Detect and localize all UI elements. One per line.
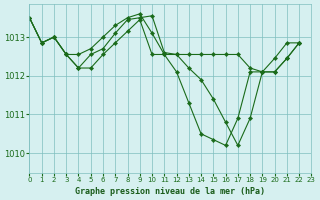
X-axis label: Graphe pression niveau de la mer (hPa): Graphe pression niveau de la mer (hPa): [76, 187, 265, 196]
